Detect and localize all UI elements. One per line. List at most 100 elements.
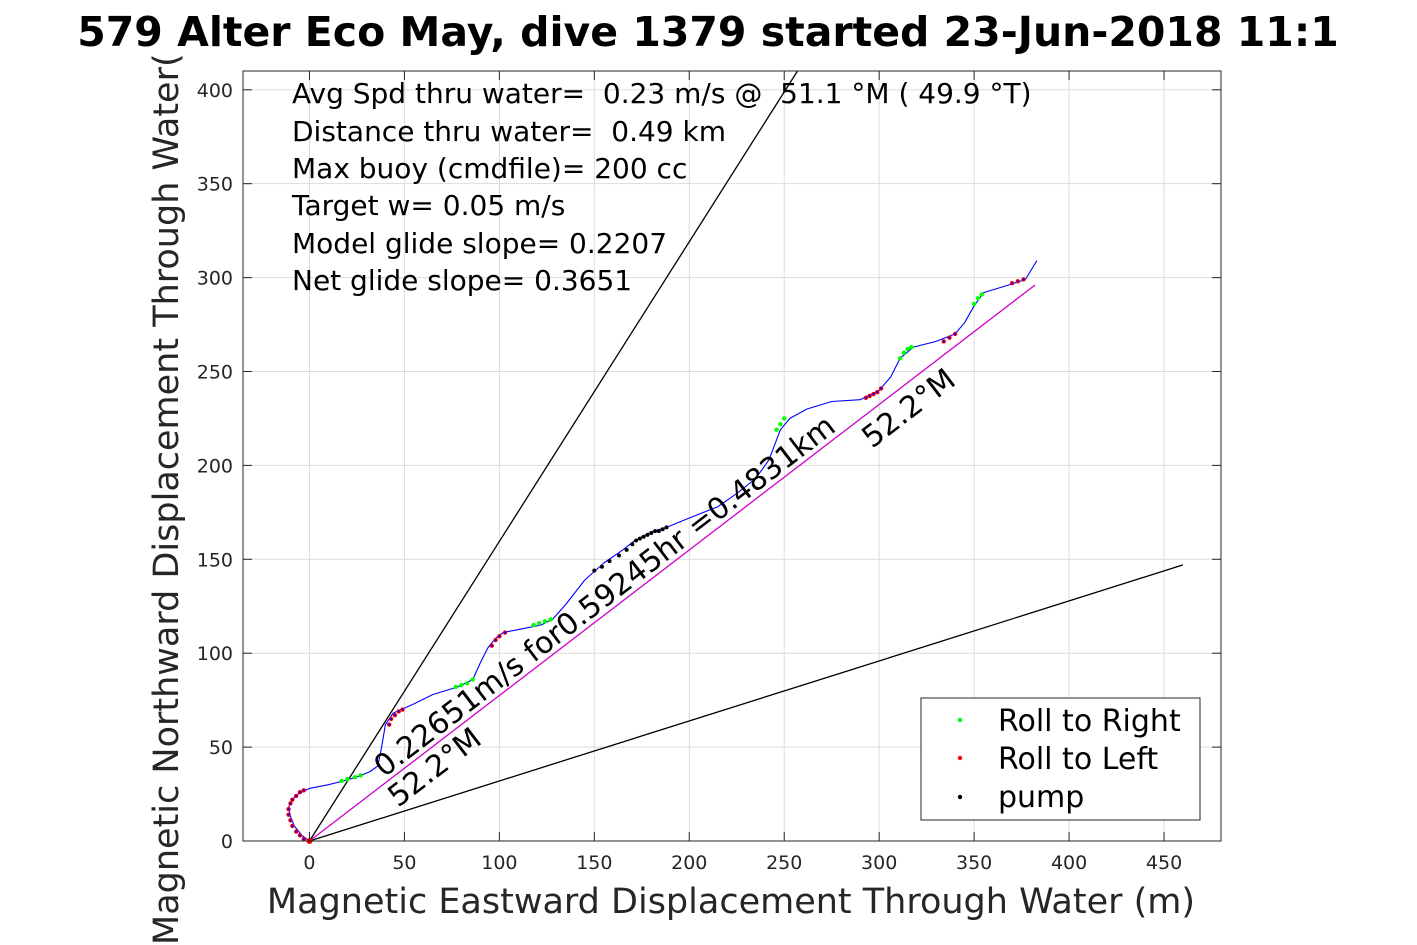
legend-label-pump: pump: [998, 780, 1084, 815]
stat-net-glide-slope: Net glide slope= 0.3651: [292, 264, 632, 297]
track-vertex-point: [390, 717, 393, 721]
y-tick-label: 0: [221, 831, 233, 853]
x-tick-label: 350: [956, 852, 992, 874]
roll-right-point: [358, 773, 363, 778]
track-vertex-point: [291, 824, 294, 828]
pump-point: [637, 536, 642, 541]
y-tick-label: 150: [197, 549, 233, 571]
stat-distance: Distance thru water= 0.49 km: [292, 115, 726, 148]
track-vertex-point: [388, 723, 391, 726]
pump-point: [641, 534, 646, 539]
reference-line: [309, 564, 1184, 842]
roll-right-point: [979, 292, 984, 297]
pump-point: [624, 547, 629, 552]
legend-label-roll-left: Roll to Left: [998, 742, 1158, 777]
pump-point: [653, 529, 658, 534]
roll-right-point: [345, 776, 350, 782]
stat-model-glide-slope: Model glide slope= 0.2207: [292, 227, 667, 260]
x-tick-label: 250: [766, 852, 802, 874]
pump-point: [656, 529, 661, 534]
stat-max-buoy: Max buoy (cmdfile)= 200 cc: [292, 152, 687, 185]
track-vertex-point: [872, 392, 875, 396]
roll-right-point: [909, 344, 914, 350]
roll-right-point: [542, 619, 548, 624]
pump-point: [592, 568, 597, 573]
legend-marker-roll-left: [957, 755, 963, 761]
track-vertex-point: [1016, 280, 1019, 283]
y-tick-label: 350: [197, 174, 233, 196]
roll-right-point: [531, 622, 536, 628]
track-vertex-point: [503, 631, 507, 634]
track-vertex-point: [393, 714, 397, 717]
x-tick-label: 400: [1051, 852, 1087, 874]
roll-right-point: [339, 778, 344, 784]
axes-frame: [242, 70, 1222, 842]
pump-point: [645, 532, 650, 537]
track-vertex-point: [397, 710, 400, 713]
legend-marker-pump: [957, 794, 963, 800]
track-vertex-point: [864, 396, 867, 399]
pump-point: [660, 527, 665, 532]
pump-point: [630, 542, 635, 547]
track-vertex-point: [401, 708, 404, 711]
y-tick-label: 100: [197, 643, 233, 665]
track-vertex-point: [494, 638, 497, 642]
roll-right-point: [782, 416, 787, 421]
track-vertex-point: [876, 391, 879, 394]
roll-right-point: [453, 684, 458, 690]
x-tick-label: 50: [392, 852, 416, 874]
track-vertex-point: [302, 838, 305, 841]
track-vertex-point: [287, 807, 290, 811]
pump-point: [649, 531, 654, 535]
roll-right-point: [975, 296, 981, 301]
track-vertex-point: [298, 834, 302, 837]
roll-right-point: [352, 774, 358, 780]
x-tick-label: 100: [481, 852, 517, 874]
track-vertex-point: [1011, 282, 1014, 285]
reference-line: [309, 284, 1036, 842]
roll-right-point: [470, 677, 475, 682]
pump-point: [607, 559, 612, 564]
track-vertex-point: [302, 789, 305, 792]
roll-right-point: [548, 617, 553, 622]
roll-right-point: [537, 620, 542, 626]
stats-text-block: Avg Spd thru water= 0.23 m/s @ 51.1 °M (…: [291, 77, 1032, 297]
track-vertex-point: [295, 794, 298, 798]
track-vertex-point: [942, 340, 945, 343]
x-tick-label: 200: [671, 852, 707, 874]
tick-labels: 0 50 100 150 200 250 300 350 400 450 0 50 100 150 200 2…: [197, 80, 1182, 874]
x-tick-label: 150: [576, 852, 612, 874]
track-vertex-point: [498, 635, 501, 638]
roll-right-point: [901, 350, 907, 355]
pump-point: [617, 553, 622, 558]
stat-target-w: Target w= 0.05 m/s: [291, 189, 565, 222]
legend-marker-roll-right: [957, 717, 963, 723]
y-tick-label: 300: [197, 268, 233, 290]
legend: Roll to Right Roll to Left pump: [920, 697, 1201, 821]
axis-ticks: [243, 71, 1221, 842]
y-tick-label: 50: [209, 737, 233, 759]
pump-point: [599, 564, 604, 569]
track-vertex-point: [1022, 278, 1025, 281]
stat-avg-speed: Avg Spd thru water= 0.23 m/s @ 51.1 °M (…: [292, 77, 1032, 110]
y-axis-label: Magnetic Northward Displacement Through …: [147, 53, 187, 945]
pump-point: [664, 525, 669, 530]
track-vertex-point: [287, 813, 290, 816]
track-vertex-point: [289, 802, 292, 805]
y-tick-label: 400: [197, 80, 233, 102]
roll-right-point: [459, 682, 464, 688]
y-tick-label: 200: [197, 455, 233, 477]
roll-right-point: [464, 681, 470, 686]
y-tick-label: 250: [197, 361, 233, 383]
x-axis-label: Magnetic Eastward Displacement Through W…: [267, 882, 1195, 922]
track-vertex-point: [295, 830, 298, 833]
track-vertex-point: [954, 332, 957, 336]
roll-right-point: [897, 356, 903, 361]
marker-points: [286, 277, 1026, 844]
pump-point: [634, 538, 639, 543]
roll-right-point: [971, 301, 977, 307]
reference-lines: [308, 70, 1184, 842]
reference-line: [308, 70, 799, 842]
